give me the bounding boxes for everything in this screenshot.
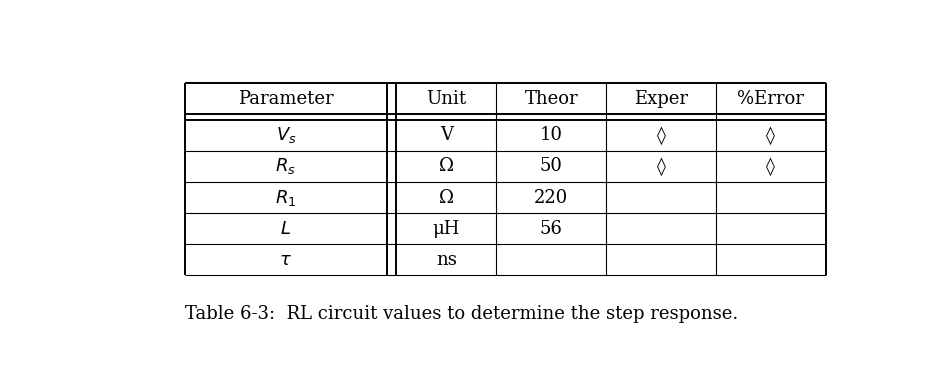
Text: $L$: $L$ (280, 220, 292, 238)
Text: $R_s$: $R_s$ (276, 156, 296, 176)
Text: 220: 220 (534, 189, 568, 207)
Text: %Error: %Error (737, 90, 804, 108)
Text: μH: μH (432, 220, 460, 238)
Text: Ω: Ω (439, 189, 454, 207)
Text: Theor: Theor (524, 90, 579, 108)
Text: ◊: ◊ (767, 126, 775, 145)
Text: 10: 10 (540, 126, 562, 144)
Text: 56: 56 (540, 220, 562, 238)
Text: 50: 50 (540, 158, 562, 175)
Text: ns: ns (436, 251, 457, 269)
Text: Table 6-3:  RL circuit values to determine the step response.: Table 6-3: RL circuit values to determin… (185, 305, 738, 323)
Text: V: V (440, 126, 453, 144)
Text: ◊: ◊ (656, 126, 665, 145)
Text: Parameter: Parameter (238, 90, 333, 108)
Text: ◊: ◊ (767, 157, 775, 176)
Text: ◊: ◊ (656, 157, 665, 176)
Text: $V_s$: $V_s$ (276, 125, 296, 145)
Text: Unit: Unit (427, 90, 466, 108)
Text: Exper: Exper (634, 90, 688, 108)
Text: $\tau$: $\tau$ (279, 251, 293, 269)
Text: Ω: Ω (439, 158, 454, 175)
Text: $R_1$: $R_1$ (276, 187, 296, 207)
